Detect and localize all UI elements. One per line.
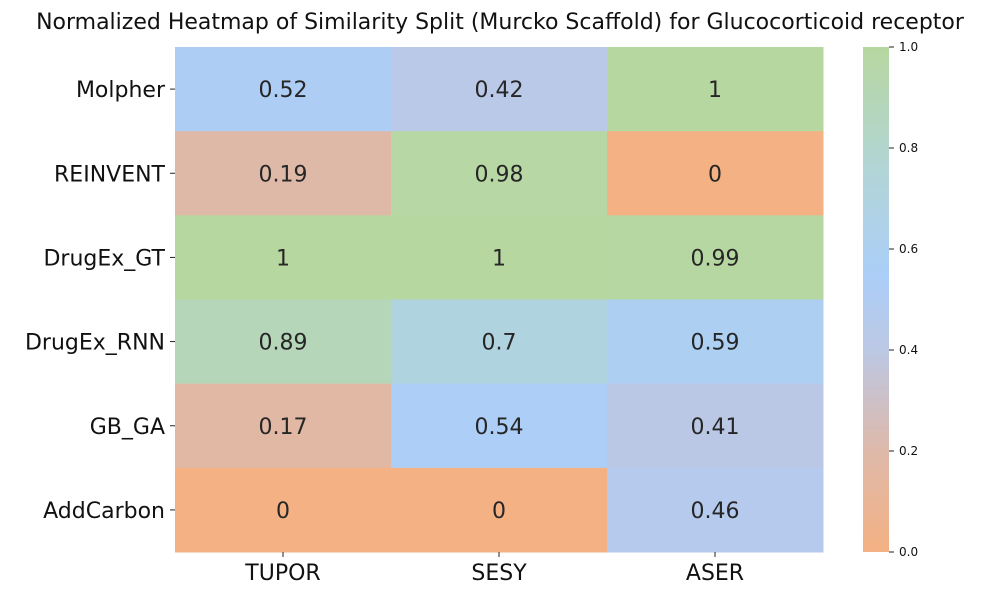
heatmap-cell	[175, 299, 392, 385]
y-tick-label: REINVENT	[54, 162, 166, 187]
heatmap-cell	[607, 383, 824, 469]
colorbar-tick-label: 0.4	[899, 343, 918, 357]
heatmap-cell	[175, 47, 392, 132]
cell-value-label: 0.17	[259, 415, 308, 440]
cell-value-label: 0.41	[691, 415, 740, 440]
y-axis: Molpher REINVENT DrugEx_GT DrugEx_RNN GB_GA A…	[25, 78, 175, 524]
heatmap-cell	[175, 215, 392, 300]
cell-value-label: 1	[708, 78, 722, 103]
heatmap-cell	[607, 131, 824, 216]
colorbar-tick-label: 0.6	[899, 242, 918, 256]
colorbar-tick-label: 1.0	[899, 40, 918, 54]
cell-value-label: 1	[492, 246, 506, 271]
cell-value-label: 0.98	[475, 162, 524, 187]
y-tick-label: AddCarbon	[43, 499, 165, 524]
cell-value-label: 1	[276, 246, 290, 271]
chart-title: Normalized Heatmap of Similarity Split (…	[36, 10, 964, 35]
cell-value-label: 0	[276, 499, 290, 524]
x-axis: TUPOR SESY ASER	[244, 552, 744, 586]
heatmap-cell	[607, 299, 824, 385]
heatmap-cell	[391, 131, 608, 216]
heatmap-cell	[391, 383, 608, 469]
heatmap-cell	[175, 131, 392, 216]
heatmap-cell	[175, 383, 392, 469]
cell-value-label: 0.7	[482, 331, 517, 356]
heatmap-cell	[391, 467, 608, 553]
heatmap-cell	[391, 299, 608, 385]
colorbar-tick-label: 0.8	[899, 141, 918, 155]
cell-value-label: 0	[492, 499, 506, 524]
y-tick-label: Molpher	[76, 78, 166, 103]
cell-value-label: 0.52	[259, 78, 308, 103]
cell-value-label: 0.54	[475, 415, 524, 440]
cell-value-labels: 0.52 0.42 1 0.19 0.98 0 1 1 0.99 0.89 0.7 0.59 0.17 0…	[259, 78, 740, 524]
cell-value-label: 0.89	[259, 331, 308, 356]
y-tick-label: GB_GA	[90, 415, 165, 440]
x-tick-label: ASER	[686, 561, 744, 586]
cell-value-label: 0.99	[691, 246, 740, 271]
heatmap-cell	[607, 47, 824, 132]
x-tick-label: SESY	[471, 561, 527, 586]
heatmap-cells	[175, 47, 824, 553]
cell-value-label: 0.46	[691, 499, 740, 524]
heatmap-cell	[607, 467, 824, 553]
heatmap-cell	[175, 467, 392, 553]
cell-value-label: 0	[708, 162, 722, 187]
heatmap-cell	[607, 215, 824, 300]
colorbar-gradient	[863, 47, 889, 552]
cell-value-label: 0.42	[475, 78, 524, 103]
y-tick-label: DrugEx_RNN	[25, 331, 165, 356]
colorbar-tick-label: 0.0	[899, 545, 918, 559]
cell-value-label: 0.59	[691, 331, 740, 356]
y-tick-label: DrugEx_GT	[43, 246, 165, 271]
heatmap-cell	[391, 215, 608, 300]
colorbar-tick-label: 0.2	[899, 444, 918, 458]
x-tick-label: TUPOR	[244, 561, 320, 586]
cell-value-label: 0.19	[259, 162, 308, 187]
heatmap-cell	[391, 47, 608, 132]
colorbar: 0.0 0.2 0.4 0.6 0.8 1.0	[863, 40, 918, 559]
